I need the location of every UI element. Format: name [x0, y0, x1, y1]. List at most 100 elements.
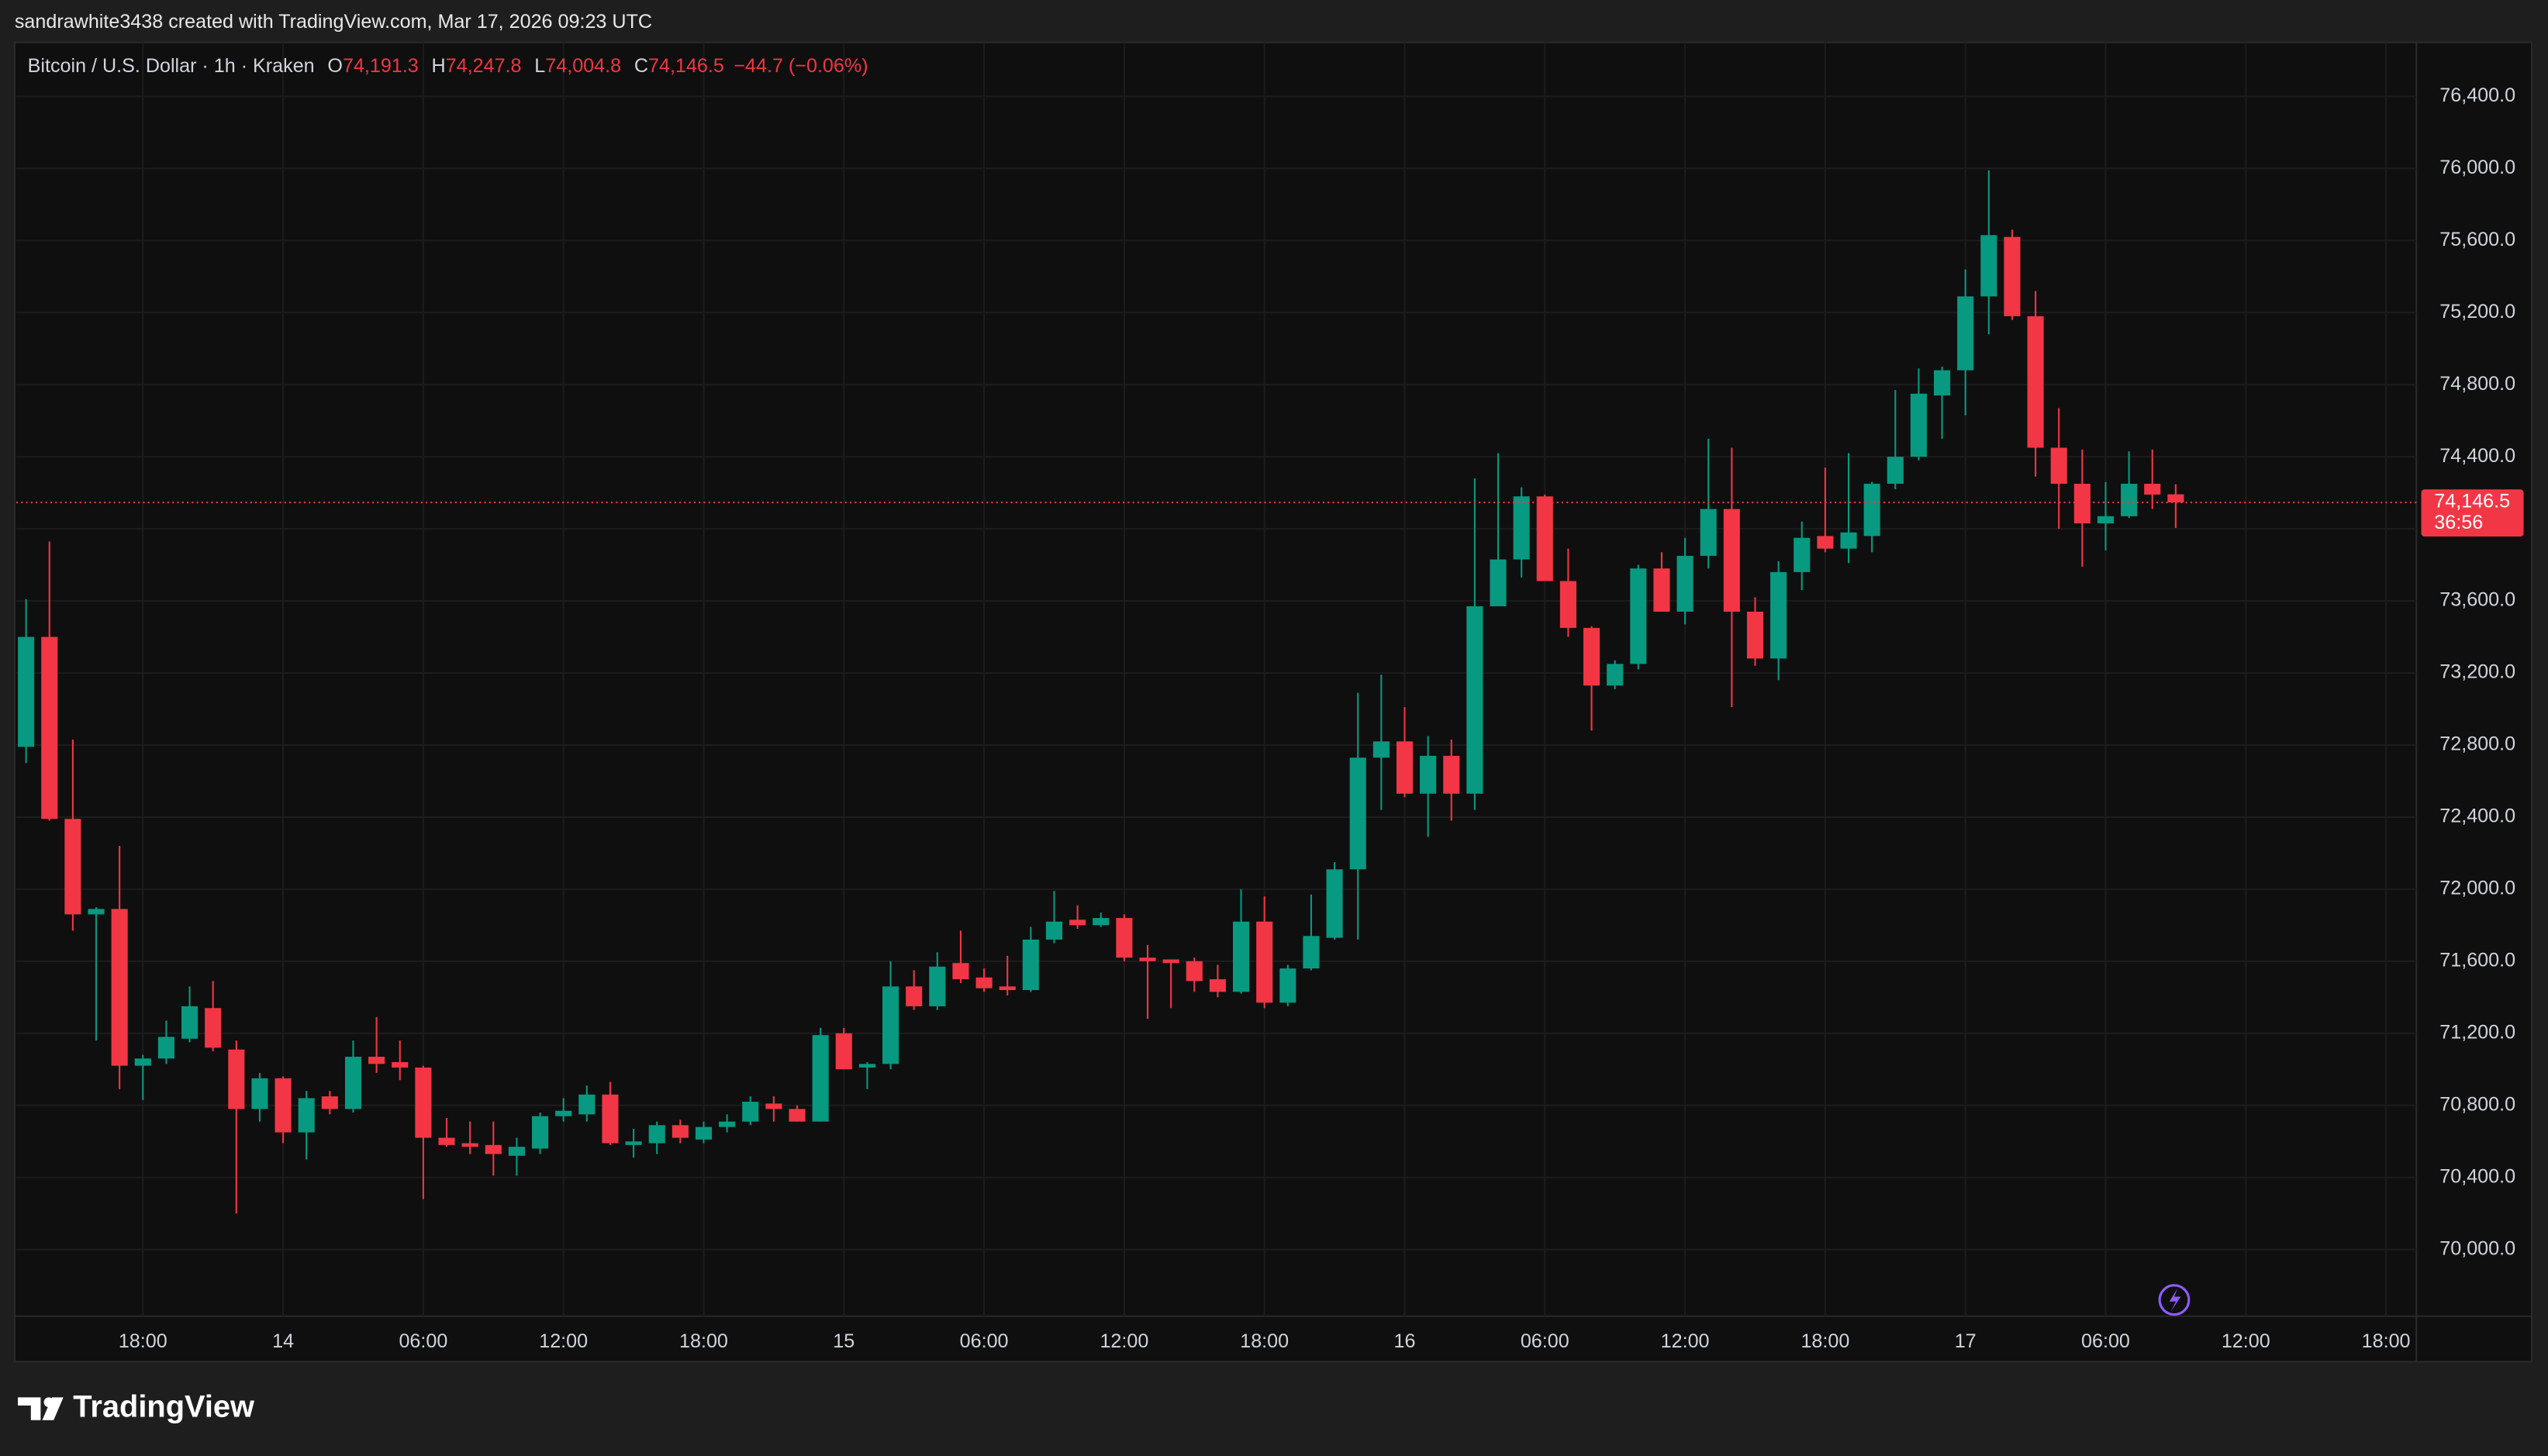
candle-body [835, 1033, 852, 1070]
candle-body [1840, 532, 1857, 549]
x-tick-label: 12:00 [2222, 1330, 2270, 1352]
candle-body [1420, 755, 1437, 794]
candle-body [205, 1008, 222, 1048]
candle-body [2167, 494, 2184, 503]
candle-body [41, 637, 58, 819]
candle-body [368, 1056, 385, 1064]
candle-body [812, 1035, 829, 1122]
lightning-icon[interactable] [2158, 1284, 2191, 1316]
candle-body [1443, 755, 1460, 794]
candle-body [1653, 568, 1670, 612]
y-tick-label: 71,600.0 [2439, 949, 2515, 971]
chart-panel [13, 41, 2533, 1363]
y-tick-label: 72,000.0 [2439, 878, 2515, 899]
candle-body [2097, 516, 2115, 524]
readout-value: 74,146.5 [648, 55, 724, 77]
candle-body [344, 1056, 362, 1109]
candle-body [1093, 918, 1110, 926]
candle-body [1630, 568, 1647, 664]
candle-body [789, 1109, 806, 1122]
candle-body [1139, 957, 1156, 961]
candle-body [1349, 757, 1366, 870]
plot [16, 42, 2417, 1316]
candle-body [1794, 537, 1811, 572]
candle-body [1045, 921, 1063, 940]
candle-body [415, 1067, 432, 1138]
candle-body [1746, 611, 1764, 659]
candle-body [1700, 509, 1717, 556]
candle-body [602, 1094, 619, 1144]
ohlc-readout: Bitcoin / U.S. Dollar · 1h · Kraken O74,1… [28, 55, 868, 77]
readout-key: C [634, 55, 648, 77]
candle-body [1209, 979, 1226, 992]
y-tick-label: 74,400.0 [2439, 445, 2515, 467]
candle-body [1607, 664, 1624, 686]
candle-body [274, 1078, 292, 1133]
candle-body [1933, 370, 1951, 396]
last-price-label: 74,146.5 [2434, 491, 2510, 512]
candle-body [251, 1078, 268, 1109]
candle-body [648, 1125, 665, 1144]
candle-body [2121, 483, 2138, 516]
candle-body [742, 1102, 759, 1122]
readout-value: 74,191.3 [343, 55, 419, 77]
x-tick-label: 06:00 [1521, 1330, 1569, 1352]
candle-body [1910, 393, 1927, 457]
candle-body [461, 1143, 478, 1147]
x-tick-label: 12:00 [539, 1330, 588, 1352]
y-tick-label: 76,000.0 [2439, 157, 2515, 178]
candle-body [228, 1049, 245, 1109]
x-tick-label: 12:00 [1661, 1330, 1710, 1352]
candle-body [298, 1098, 315, 1133]
candle-body [695, 1127, 713, 1140]
x-tick-label: 15 [833, 1330, 855, 1352]
candle-body [64, 819, 81, 915]
candle-body [1162, 959, 1179, 964]
candle-body [765, 1103, 782, 1109]
candle-body [134, 1058, 151, 1066]
x-tick-label: 18:00 [1801, 1330, 1849, 1352]
candle-body [1466, 606, 1483, 794]
candle-body [1536, 496, 1553, 581]
y-tick-label: 72,800.0 [2439, 733, 2515, 755]
candle-body [1232, 921, 1250, 992]
y-tick-label: 73,600.0 [2439, 589, 2515, 611]
candle-body [1069, 919, 1086, 926]
candle-body [2144, 483, 2161, 495]
candle-body [1770, 571, 1787, 659]
brand-logo[interactable]: TradingView [18, 1390, 255, 1424]
y-tick-label: 76,400.0 [2439, 85, 2515, 106]
candle-body [88, 909, 105, 915]
candle-body [508, 1147, 525, 1156]
readout-value: 74,004.8 [545, 55, 621, 77]
readout-change: −44.7 (−0.06%) [734, 55, 868, 77]
last-price-badge [2421, 489, 2524, 537]
y-tick-label: 74,800.0 [2439, 373, 2515, 395]
candle-body [555, 1110, 572, 1116]
candle-body [1022, 939, 1039, 991]
candle-body [952, 963, 969, 980]
y-tick-label: 70,800.0 [2439, 1093, 2515, 1115]
candle-body [1279, 968, 1296, 1003]
readout-key: O [327, 55, 343, 77]
brand-name: TradingView [73, 1390, 255, 1424]
candle-body [1863, 483, 1880, 537]
y-tick-label: 72,400.0 [2439, 806, 2515, 827]
candle-body [999, 986, 1016, 991]
candle-body [1513, 496, 1530, 560]
candle-body [1186, 961, 1203, 982]
x-tick-label: 17 [1955, 1330, 1977, 1352]
candle-body [1583, 627, 1600, 686]
candle-body [719, 1121, 736, 1127]
x-tick-label: 16 [1394, 1330, 1416, 1352]
x-tick-label: 12:00 [1100, 1330, 1148, 1352]
candle-body [2050, 447, 2067, 484]
x-tick-label: 18:00 [1240, 1330, 1289, 1352]
candle-body [882, 986, 899, 1064]
candle-body [1326, 869, 1343, 938]
attribution: sandrawhite3438 created with TradingView… [15, 11, 652, 33]
candle-body [181, 1006, 199, 1039]
candle-body [1980, 235, 1997, 297]
